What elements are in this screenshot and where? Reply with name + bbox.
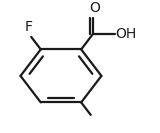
- Text: OH: OH: [116, 27, 137, 41]
- Text: O: O: [89, 1, 100, 15]
- Text: F: F: [25, 20, 33, 34]
